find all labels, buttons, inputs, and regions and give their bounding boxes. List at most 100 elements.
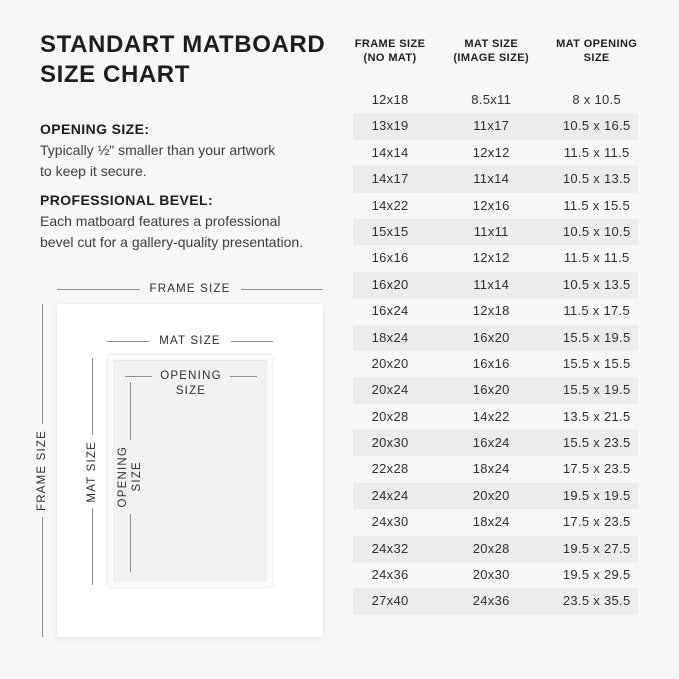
table-cell: 14x22 [371, 197, 409, 213]
label-line [91, 358, 93, 435]
table-cell: 15.5 x 19.5 [562, 329, 631, 345]
table-cell: 16x24 [371, 303, 409, 319]
table-cell: 8 x 10.5 [572, 92, 621, 107]
column-header-mat-size: MAT SIZE (IMAGE SIZE) [427, 30, 555, 87]
table-row: 15x15 11x11 10.5 x 10.5 [353, 218, 638, 246]
page-title: STANDART MATBOARD SIZE CHART [40, 31, 326, 88]
table-cell: 16x20 [371, 276, 409, 292]
opening-size-heading: OPENING SIZE: [40, 121, 150, 137]
opening-size-label-text: OPENING SIZE [117, 446, 143, 508]
frame-size-label-text: FRAME SIZE [149, 283, 231, 295]
mat-size-top-label: MAT SIZE [107, 335, 274, 347]
table-cell: 13.5 x 21.5 [562, 408, 631, 424]
label-line [41, 517, 43, 638]
table-cell: 20x28 [371, 408, 409, 424]
label-line [125, 376, 153, 377]
opening-size-description: Typically ½" smaller than your artwork t… [40, 142, 276, 179]
table-cell: 10.5 x 13.5 [562, 276, 631, 292]
column-header-line: (IMAGE SIZE) [453, 51, 530, 64]
table-cell: 11x11 [473, 223, 509, 239]
frame-size-left-label: FRAME SIZE [34, 304, 50, 638]
column-header-line: MAT SIZE [464, 38, 519, 50]
column-header-line: FRAME SIZE [354, 38, 426, 50]
table-cell: 20x30 [472, 567, 510, 583]
table-cell: 16x16 [472, 355, 510, 371]
table-cell: 14x14 [371, 144, 409, 160]
table-cell: 16x20 [472, 382, 510, 398]
label-line [129, 513, 131, 572]
table-cell: 17.5 x 23.5 [562, 461, 631, 477]
column-header-line: (NO MAT) [363, 51, 417, 64]
table-row: 24x24 20x20 19.5 x 19.5 [353, 482, 638, 510]
table-cell: 11.5 x 11.5 [563, 144, 630, 160]
table-cell: 24x32 [371, 540, 409, 556]
table-row: 16x24 12x18 11.5 x 17.5 [353, 298, 638, 324]
table-cell: 24x36 [472, 593, 510, 609]
table-cell: 11.5 x 11.5 [563, 250, 630, 266]
frame-size-label-text: FRAME SIZE [36, 430, 48, 512]
table-row: 18x24 16x20 15.5 x 19.5 [353, 324, 638, 351]
table-row: 20x20 16x16 15.5 x 15.5 [353, 351, 638, 377]
table-row: 20x28 14x22 13.5 x 21.5 [353, 404, 638, 430]
label-line [229, 376, 257, 377]
professional-bevel-description: Each matboard features a professional be… [40, 213, 304, 250]
table-cell: 24x30 [371, 514, 409, 530]
table-cell: 24x36 [371, 567, 409, 583]
label-line [230, 340, 274, 342]
label-line [91, 508, 93, 586]
frame-diagram: MAT SIZE MAT SIZE OPENING SIZE OPENING S… [57, 304, 323, 637]
size-table-header: FRAME SIZE (NO MAT) MAT SIZE (IMAGE SIZE… [353, 30, 638, 87]
table-cell: 20x20 [371, 355, 409, 371]
table-cell: 15.5 x 23.5 [562, 435, 631, 451]
table-cell: 18x24 [371, 329, 409, 345]
table-cell: 20x20 [472, 487, 510, 503]
table-row: 22x28 18x24 17.5 x 23.5 [353, 456, 638, 482]
table-cell: 11x14 [473, 171, 510, 187]
professional-bevel-heading: PROFESSIONAL BEVEL: [40, 192, 214, 208]
table-row: 13x19 11x17 10.5 x 16.5 [353, 113, 638, 140]
table-row: 14x17 11x14 10.5 x 13.5 [353, 166, 638, 193]
mat-size-label-text: MAT SIZE [86, 440, 98, 503]
table-cell: 19.5 x 19.5 [562, 487, 631, 503]
table-cell: 20x24 [371, 382, 409, 398]
mat-diagram: OPENING SIZE OPENING SIZE [108, 355, 272, 587]
mat-size-left-label: MAT SIZE [84, 358, 100, 586]
table-row: 14x22 12x16 11.5 x 15.5 [353, 193, 638, 219]
table-cell: 19.5 x 27.5 [562, 540, 631, 556]
table-row: 24x32 20x28 19.5 x 27.5 [353, 535, 638, 563]
table-cell: 17.5 x 23.5 [562, 514, 631, 530]
size-table: FRAME SIZE (NO MAT) MAT SIZE (IMAGE SIZE… [353, 30, 638, 615]
opening-size-section: OPENING SIZE: Typically ½" smaller than … [40, 121, 350, 182]
table-cell: 27x40 [371, 593, 409, 609]
table-cell: 18x24 [472, 461, 510, 477]
table-cell: 23.5 x 35.5 [562, 593, 631, 609]
table-cell: 12x18 [371, 92, 409, 107]
table-cell: 20x30 [371, 435, 409, 451]
label-line [57, 288, 140, 290]
table-cell: 12x12 [472, 250, 510, 266]
table-row: 16x20 11x14 10.5 x 13.5 [353, 271, 638, 299]
table-cell: 12x18 [472, 303, 510, 319]
table-cell: 16x24 [472, 435, 510, 451]
mat-size-label-text: MAT SIZE [159, 335, 221, 347]
opening-size-top-label: OPENING SIZE [125, 369, 257, 399]
table-cell: 16x20 [472, 329, 510, 345]
table-cell: 10.5 x 10.5 [562, 223, 631, 239]
column-header-mat-opening: MAT OPENING SIZE [555, 30, 638, 87]
table-cell: 14x22 [472, 408, 510, 424]
table-cell: 12x16 [472, 197, 510, 213]
table-cell: 20x28 [472, 540, 510, 556]
professional-bevel-section: PROFESSIONAL BEVEL: Each matboard featur… [40, 192, 350, 253]
column-header-line: MAT OPENING [556, 38, 638, 50]
frame-size-top-label: FRAME SIZE [57, 283, 324, 295]
table-cell: 8.5x11 [471, 92, 512, 107]
label-line [240, 288, 324, 290]
table-row: 27x40 24x36 23.5 x 35.5 [353, 588, 638, 615]
table-row: 16x16 12x12 11.5 x 11.5 [353, 245, 638, 271]
table-cell: 11.5 x 17.5 [563, 303, 630, 319]
table-cell: 10.5 x 16.5 [562, 118, 631, 134]
opening-size-left-label: OPENING SIZE [115, 382, 145, 572]
table-row: 24x30 18x24 17.5 x 23.5 [353, 509, 638, 535]
column-header-line: SIZE [583, 51, 610, 64]
